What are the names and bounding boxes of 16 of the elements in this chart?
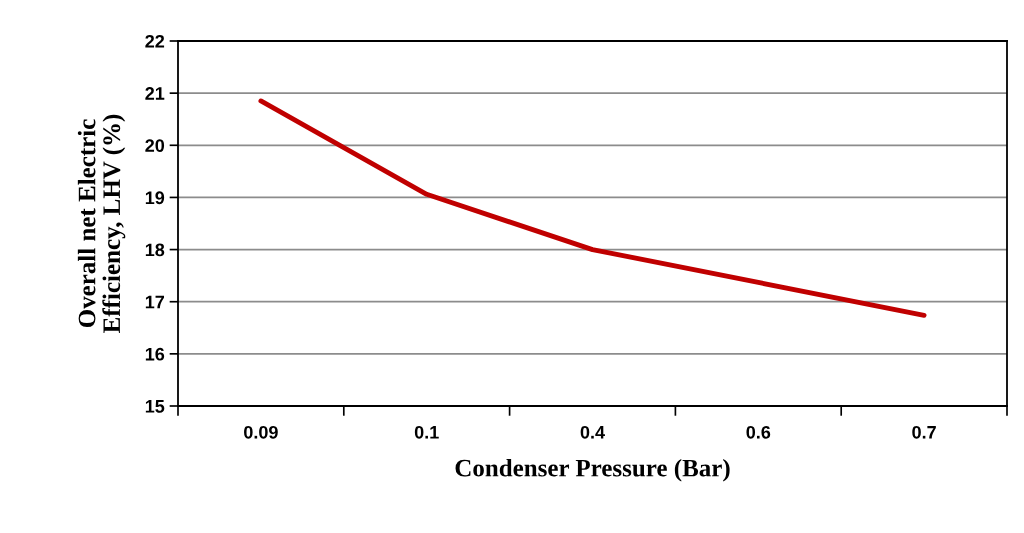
x-axis-title: Condenser Pressure (Bar)	[455, 458, 730, 482]
y-tick-label: 15	[145, 400, 165, 413]
line-series	[258, 98, 927, 318]
x-tick-label: 0.7	[912, 425, 936, 439]
x-tick-label: 0.4	[580, 425, 605, 439]
x-tick-label: 0.09	[244, 425, 278, 439]
y-tick-label: 20	[145, 139, 165, 153]
y-tick-label: 22	[145, 34, 165, 48]
y-tick-label: 16	[145, 347, 165, 361]
x-tick-label: 0.1	[414, 425, 439, 439]
x-tick-label: 0.6	[746, 425, 771, 439]
y-tick-label: 18	[145, 243, 165, 257]
y-tick-label: 17	[145, 295, 165, 309]
y-tick-label: 19	[145, 191, 165, 205]
y-axis-title: Overall net Electric Efficiency, LHV (%)	[77, 114, 126, 333]
y-tick-label: 21	[145, 87, 165, 100]
